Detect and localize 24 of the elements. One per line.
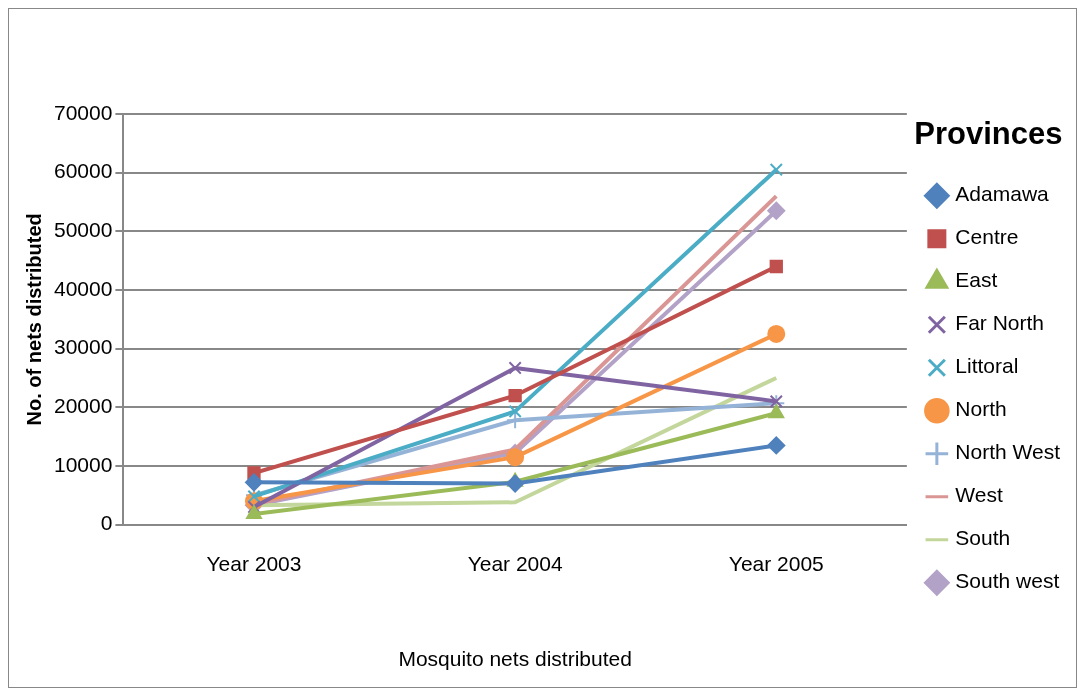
- legend-label: Centre: [955, 225, 1019, 249]
- y-tick-label: 30000: [53, 335, 113, 359]
- legend-label: North: [955, 397, 1007, 421]
- legend-label: West: [955, 483, 1003, 507]
- legend-label: East: [955, 268, 998, 292]
- y-tick-label: 20000: [53, 394, 113, 418]
- legend-title: Provinces: [914, 116, 1063, 152]
- y-tick-label: 40000: [53, 276, 113, 300]
- y-tick-label: 50000: [53, 218, 113, 242]
- x-tick-label: Year 2003: [206, 552, 302, 575]
- y-tick-label: 10000: [53, 452, 113, 476]
- legend-label: South west: [955, 569, 1060, 593]
- x-tick-label: Year 2005: [728, 552, 824, 575]
- x-axis-title: Mosquito nets distributed: [398, 647, 632, 671]
- legend-label: North West: [955, 440, 1061, 464]
- legend-label: Adamawa: [955, 182, 1050, 206]
- y-tick-label: 60000: [53, 159, 113, 183]
- x-tick-label: Year 2004: [467, 552, 563, 575]
- y-tick-label: 0: [100, 511, 113, 535]
- legend-label: Far North: [955, 311, 1045, 335]
- legend-label: Littoral: [955, 354, 1019, 378]
- y-tick-label: 70000: [53, 100, 113, 124]
- legend-label: South: [955, 526, 1011, 550]
- y-axis-title: No. of nets distributed: [22, 213, 45, 426]
